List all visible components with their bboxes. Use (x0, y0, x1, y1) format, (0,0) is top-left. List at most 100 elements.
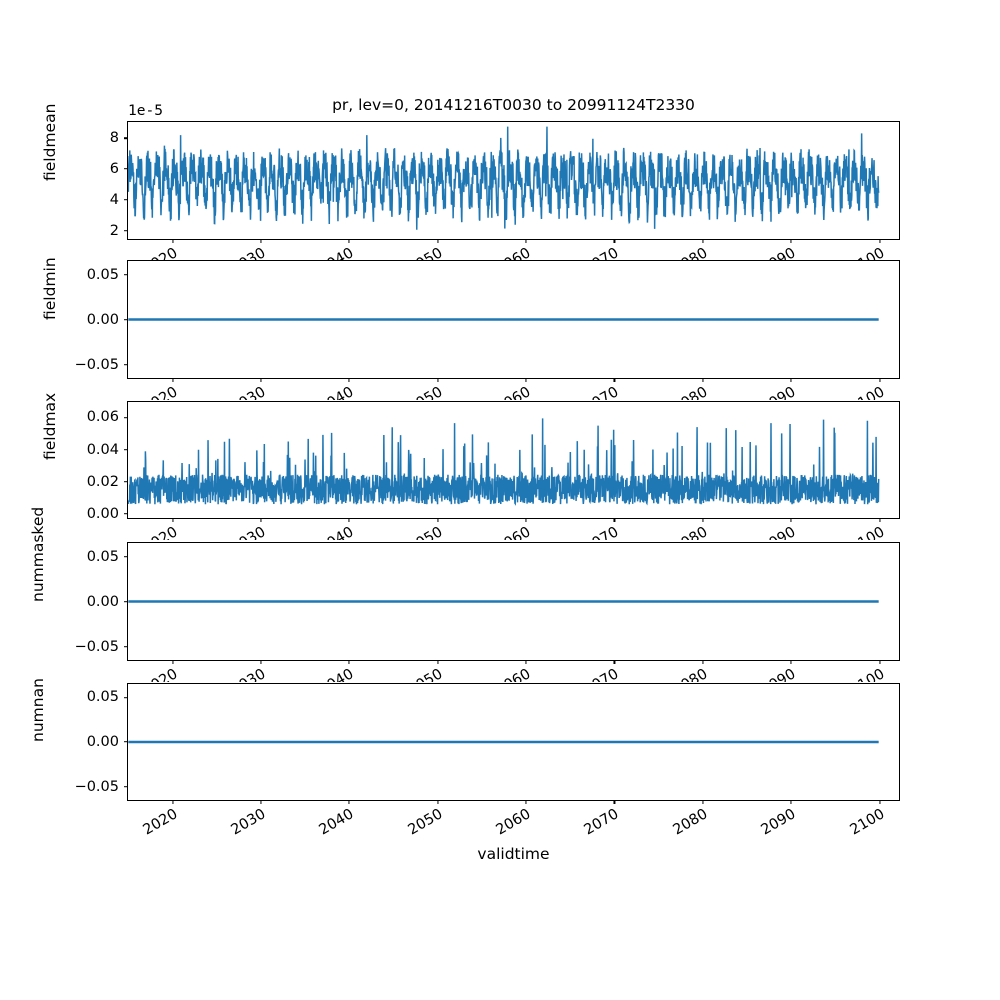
x-tickmark (702, 518, 704, 523)
x-tickmark (171, 800, 174, 805)
x-tick-label-2090: 2090 (759, 524, 799, 540)
y-tick-fieldmin-2: 0.05 (87, 267, 128, 282)
y-tick-nummasked-2: 0.05 (87, 549, 128, 564)
x-tick-label-2080: 2080 (670, 384, 710, 400)
y-tick-fieldmax-1: 0.02 (87, 474, 128, 490)
x-tickmark (879, 378, 881, 383)
x-tick-label-2050: 2050 (405, 524, 445, 540)
x-tick-label-2060: 2060 (494, 245, 534, 261)
plot-area-nummasked (128, 543, 899, 660)
x-tickmark (790, 660, 792, 665)
x-tickmark (348, 800, 350, 805)
x-tickmark (260, 239, 262, 244)
x-axis-label: validtime (477, 845, 550, 863)
x-tick-label-2090: 2090 (758, 806, 799, 839)
x-tickmark (260, 518, 262, 523)
x-tick-label-2090: 2090 (759, 245, 799, 261)
x-tickmark (525, 518, 527, 523)
figure-title: pr, lev=0, 20141216T0030 to 20991124T233… (332, 96, 695, 114)
x-tick-label-2070: 2070 (581, 806, 622, 839)
x-tick-label-2030: 2030 (228, 806, 269, 839)
x-tickmark (879, 660, 881, 665)
x-tickmark (613, 660, 615, 665)
x-tick-label-2040: 2040 (317, 666, 357, 682)
y-tick-nummasked-0: −0.05 (75, 639, 128, 654)
x-tickmark (260, 660, 262, 665)
x-tick-label-2050: 2050 (405, 384, 445, 400)
x-tickmark (525, 660, 527, 665)
x-ticks-fieldmean: 2020 2030 2040 2050 2060 2070 2080 2090 2100 (128, 239, 899, 261)
x-tick-label-2030: 2030 (228, 384, 268, 400)
x-tick-label-2020: 2020 (140, 666, 180, 682)
x-tick-label-2020: 2020 (140, 806, 181, 839)
plot-area-fieldmin (128, 261, 899, 378)
series-line-fieldmean (128, 127, 878, 230)
x-tick-label-2030: 2030 (228, 666, 268, 682)
x-tickmark (879, 518, 881, 523)
x-tickmark (613, 378, 615, 383)
x-tick-label-2100: 2100 (847, 524, 887, 540)
panel-fieldmax[interactable]: 0.000.020.040.06fieldmax2020203020402050… (41, 393, 900, 540)
y-axis-offset-text-fieldmean: 1e-5 (128, 103, 163, 119)
y-tick-nummasked-1: 0.00 (87, 594, 128, 609)
x-tickmark (260, 800, 262, 805)
x-tick-label-2020: 2020 (140, 524, 180, 540)
y-tick-fieldmean-0: 2 (110, 223, 128, 238)
x-tick-label-2050: 2050 (405, 245, 445, 261)
x-tickmark (790, 800, 792, 805)
x-tickmark (525, 378, 527, 383)
x-tick-label-2050: 2050 (405, 666, 445, 682)
x-tickmark (702, 800, 704, 805)
x-tickmark (790, 239, 792, 244)
x-tick-label-2030: 2030 (228, 245, 268, 261)
x-tick-label-2100: 2100 (847, 666, 887, 682)
y-tick-fieldmean-2: 6 (110, 162, 128, 177)
x-ticks-fieldmax: 2020 2030 2040 2050 2060 2070 2080 2090 2100 (128, 518, 899, 540)
x-tick-label-2070: 2070 (582, 666, 622, 682)
x-tick-label-2060: 2060 (493, 806, 534, 839)
y-tick-fieldmean-1: 4 (110, 192, 128, 207)
x-tickmark (702, 660, 704, 665)
x-tickmark (260, 378, 262, 383)
x-tick-label-2060: 2060 (494, 666, 534, 682)
x-tickmark (437, 800, 439, 805)
y-tick-fieldmax-2: 0.04 (87, 442, 128, 457)
x-tickmark (613, 518, 615, 523)
plot-area-numnan (128, 684, 899, 800)
x-tick-label-2060: 2060 (494, 384, 534, 400)
x-tickmark (437, 239, 439, 244)
x-tick-label-2070: 2070 (582, 245, 622, 261)
y-tick-fieldmax-0: 0.00 (87, 507, 128, 522)
x-tick-label-2040: 2040 (317, 245, 357, 261)
x-tickmark (437, 378, 439, 383)
series-line-fieldmax (128, 418, 878, 504)
x-tickmark (348, 378, 350, 383)
panel-fieldmean[interactable]: 1e-52468fieldmean20202030204020502060207… (41, 103, 900, 261)
x-tick-label-2080: 2080 (670, 245, 710, 261)
y-tick-numnan-1: 0.00 (87, 735, 128, 750)
panel-numnan[interactable]: −0.05 0.00 0.05 numnan 2020 2030 2040 2050 2060 2… (29, 678, 900, 838)
x-tick-label-2020: 2020 (140, 384, 180, 400)
x-tick-label-2080: 2080 (670, 806, 711, 839)
x-tick-label-2020: 2020 (140, 245, 180, 261)
y-tick-numnan-2: 0.05 (87, 690, 128, 705)
x-tick-label-2100: 2100 (847, 806, 888, 839)
x-ticks-nummasked: 2020 2030 2040 2050 2060 2070 2080 2090 2100 (128, 660, 899, 682)
y-tick-numnan-0: −0.05 (75, 779, 128, 794)
x-tickmark (348, 239, 350, 244)
panel-fieldmin[interactable]: −0.050.000.05fieldmin2020203020402050206… (41, 257, 900, 400)
x-tickmark (348, 660, 350, 665)
x-tick-label-2100: 2100 (847, 245, 887, 261)
x-tickmark (171, 239, 174, 244)
panel-nummasked[interactable]: −0.050.000.05nummasked202020302040205020… (29, 506, 900, 682)
x-tick-label-2100: 2100 (847, 384, 887, 400)
x-tick-label-2090: 2090 (759, 666, 799, 682)
x-tickmark (702, 239, 704, 244)
x-tick-label-2060: 2060 (494, 524, 534, 540)
x-tick-label-2080: 2080 (670, 666, 710, 682)
x-tick-label-2070: 2070 (582, 524, 622, 540)
x-tickmark (702, 378, 704, 383)
x-tick-label-2030: 2030 (228, 524, 268, 540)
y-tick-fieldmin-0: −0.05 (75, 357, 128, 372)
x-tickmark (790, 378, 792, 383)
